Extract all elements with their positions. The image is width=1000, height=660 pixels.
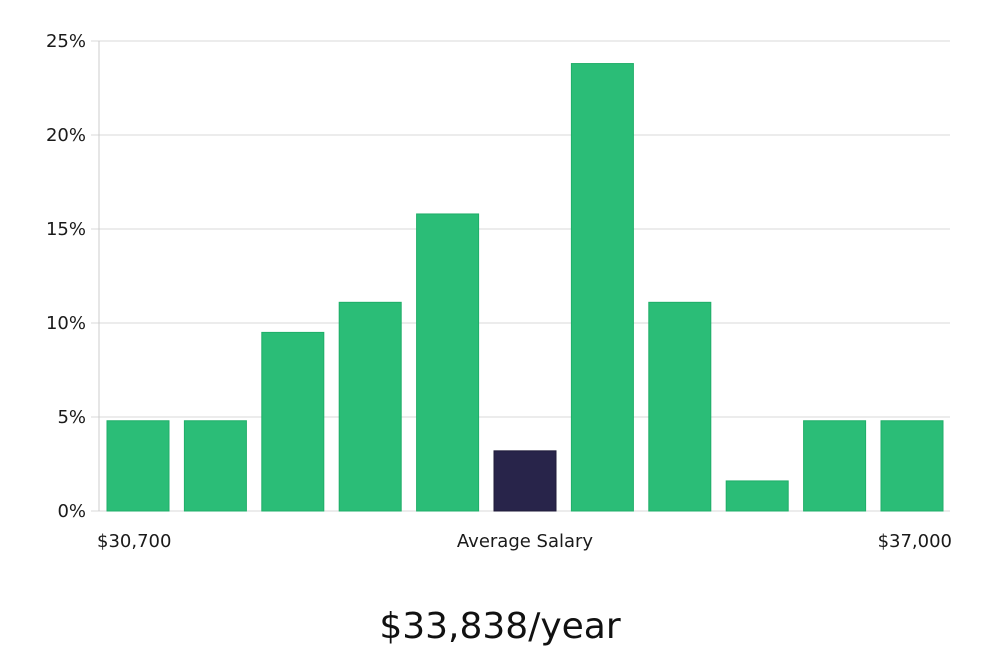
histogram-bar[interactable]	[725, 480, 789, 512]
histogram-bar[interactable]	[106, 420, 170, 512]
histogram-bar[interactable]	[648, 301, 712, 512]
y-tick-label: 10%	[46, 313, 86, 334]
x-center-label: Average Salary	[457, 531, 594, 552]
y-tick-label: 20%	[46, 125, 86, 146]
histogram-bar[interactable]	[261, 331, 325, 512]
y-tick-label: 15%	[46, 219, 86, 240]
average-salary-value: $33,838/year	[379, 606, 621, 647]
x-min-label: $30,700	[97, 531, 171, 552]
histogram-bar[interactable]	[570, 63, 634, 512]
histogram-bar-highlight[interactable]	[493, 450, 557, 512]
y-tick-label: 5%	[57, 407, 86, 428]
histogram-bar[interactable]	[416, 213, 480, 512]
y-tick-label: 25%	[46, 31, 86, 52]
bars	[106, 63, 944, 512]
histogram-bar[interactable]	[338, 301, 402, 512]
y-axis: 0% 5% 10% 15% 20% 25%	[46, 31, 100, 522]
x-axis-labels: $30,700 Average Salary $37,000	[97, 531, 952, 552]
histogram-bar[interactable]	[183, 420, 247, 512]
histogram-bar[interactable]	[803, 420, 867, 512]
histogram-bar[interactable]	[880, 420, 944, 512]
y-tick-label: 0%	[57, 501, 86, 522]
x-max-label: $37,000	[878, 531, 952, 552]
